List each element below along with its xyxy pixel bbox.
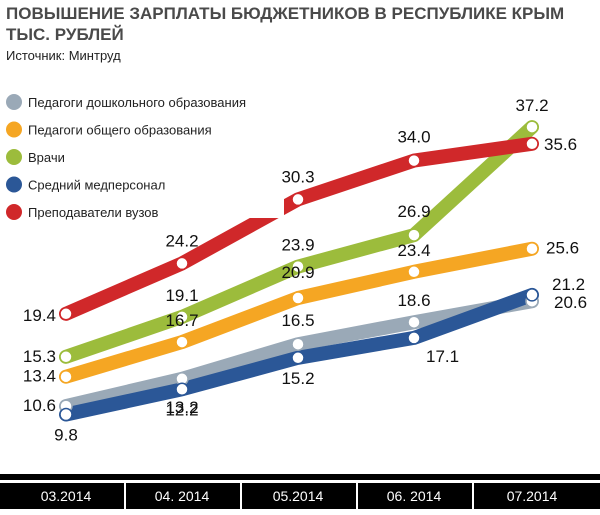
data-label: 16.5 <box>281 311 314 330</box>
data-labels: 10.6 13.2 16.5 18.6 20.6 13.4 16.7 20.9 23.4 25.6… <box>23 96 587 444</box>
chart-source: Источник: Минтруд <box>6 48 121 63</box>
legend-swatch <box>6 176 22 193</box>
data-point <box>175 256 189 271</box>
x-tick-label: 07.2014 <box>507 488 558 504</box>
chart-subtitle: ТЫС. РУБЛЕЙ <box>6 25 124 44</box>
legend-swatch <box>6 121 22 138</box>
series-points <box>59 120 539 422</box>
data-label: 37.2 <box>515 96 548 115</box>
x-axis: 03.2014 04. 2014 05.2014 06. 2014 07.2014 <box>0 474 600 509</box>
legend-swatch <box>6 94 22 110</box>
data-label: 18.6 <box>397 291 430 310</box>
data-label: 25.6 <box>546 239 579 258</box>
data-label: 17.1 <box>426 347 459 366</box>
data-label: 30.3 <box>281 167 314 186</box>
legend-label: Педагоги дошкольного образования <box>28 95 246 110</box>
data-point <box>407 153 421 168</box>
legend: Педагоги дошкольного образования Педагоги… <box>4 88 284 220</box>
data-point <box>175 382 189 397</box>
data-label: 12.2 <box>165 400 198 419</box>
legend-label: Врачи <box>28 150 65 165</box>
data-point <box>59 407 73 422</box>
x-tick-label: 05.2014 <box>273 488 324 504</box>
data-label: 16.7 <box>165 311 198 330</box>
axis-band <box>0 483 600 509</box>
data-label: 13.2 <box>165 398 198 417</box>
x-tick-label: 04. 2014 <box>155 488 210 504</box>
x-tick-label: 06. 2014 <box>387 488 442 504</box>
data-point <box>407 265 421 279</box>
legend-label: Средний медперсонал <box>28 178 165 193</box>
data-label: 24.2 <box>165 231 198 250</box>
data-label: 21.2 <box>552 275 585 294</box>
data-label: 9.8 <box>54 426 78 445</box>
data-point <box>525 120 539 134</box>
data-point <box>291 351 305 365</box>
data-label: 26.9 <box>397 202 430 221</box>
data-label: 23.9 <box>281 236 314 255</box>
legend-label: Преподаватели вузов <box>28 205 159 220</box>
data-point <box>291 291 305 305</box>
data-point <box>525 288 539 302</box>
x-tick-label: 03.2014 <box>41 488 92 504</box>
axis-top-band <box>0 474 600 480</box>
data-label: 20.9 <box>281 263 314 282</box>
legend-label: Педагоги общего образования <box>28 123 212 138</box>
data-label: 23.4 <box>397 241 430 260</box>
data-point <box>291 337 305 351</box>
legend-swatch <box>6 204 22 220</box>
data-label: 35.6 <box>544 135 577 154</box>
data-label: 13.4 <box>23 367 56 386</box>
data-label: 15.3 <box>23 347 56 366</box>
data-point <box>59 350 73 364</box>
data-point <box>175 335 189 349</box>
data-label: 20.6 <box>554 293 587 312</box>
data-point <box>407 331 421 345</box>
data-label: 34.0 <box>397 128 430 147</box>
data-label: 19.1 <box>165 286 198 305</box>
data-point <box>59 307 73 321</box>
data-label: 15.2 <box>281 369 314 388</box>
data-point <box>175 310 189 324</box>
legend-swatch <box>6 149 22 165</box>
data-point <box>291 192 305 207</box>
data-point <box>525 137 539 151</box>
data-point <box>407 228 421 242</box>
legend-background <box>4 88 284 218</box>
data-point <box>291 259 305 274</box>
data-label: 19.4 <box>23 306 56 325</box>
data-point <box>407 315 421 329</box>
data-label: 10.6 <box>23 396 56 415</box>
data-point <box>525 241 539 256</box>
chart-title: ПОВЫШЕНИЕ ЗАРПЛАТЫ БЮДЖЕТНИКОВ В РЕСПУБЛ… <box>6 4 564 23</box>
data-point <box>59 369 73 384</box>
